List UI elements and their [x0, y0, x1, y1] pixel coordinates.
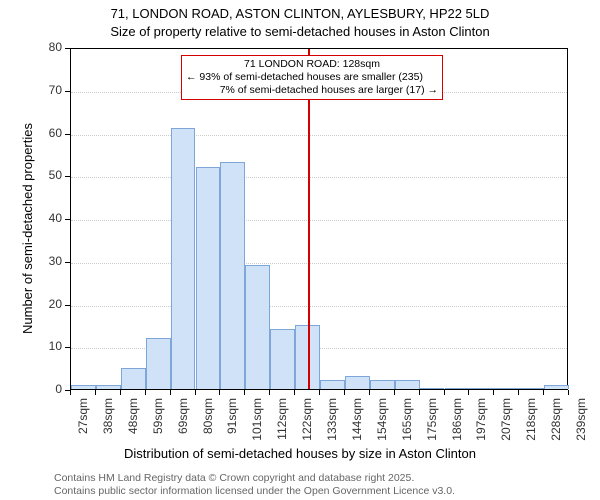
histogram-bar [544, 385, 569, 389]
histogram-bar [96, 385, 121, 389]
callout-box: 71 LONDON ROAD: 128sqm← 93% of semi-deta… [181, 55, 443, 100]
x-tick-mark [95, 390, 96, 395]
y-tick-mark [65, 48, 70, 49]
chart-title-line1: 71, LONDON ROAD, ASTON CLINTON, AYLESBUR… [0, 6, 600, 21]
x-tick-label: 133sqm [325, 398, 339, 448]
y-tick-label: 70 [36, 83, 62, 97]
x-tick-label: 228sqm [549, 398, 563, 448]
x-tick-label: 48sqm [126, 398, 140, 448]
y-tick-mark [65, 176, 70, 177]
histogram-bar [71, 385, 96, 389]
x-tick-label: 175sqm [425, 398, 439, 448]
x-tick-label: 144sqm [350, 398, 364, 448]
x-tick-mark [219, 390, 220, 395]
x-tick-label: 186sqm [450, 398, 464, 448]
y-tick-mark [65, 219, 70, 220]
x-tick-mark [369, 390, 370, 395]
y-tick-label: 20 [36, 297, 62, 311]
y-tick-label: 60 [36, 126, 62, 140]
histogram-bar [345, 376, 370, 389]
plot-area: 71 LONDON ROAD: 128sqm← 93% of semi-deta… [70, 48, 568, 390]
y-tick-mark [65, 262, 70, 263]
y-tick-label: 0 [36, 382, 62, 396]
y-tick-mark [65, 134, 70, 135]
x-tick-mark [518, 390, 519, 395]
x-tick-mark [468, 390, 469, 395]
y-tick-mark [65, 305, 70, 306]
histogram-bar [196, 167, 221, 389]
gridline [71, 306, 567, 307]
x-tick-mark [394, 390, 395, 395]
x-tick-label: 38sqm [101, 398, 115, 448]
histogram-bar [171, 128, 196, 389]
x-tick-mark [493, 390, 494, 395]
histogram-bar [220, 162, 245, 389]
x-tick-mark [120, 390, 121, 395]
x-tick-label: 59sqm [151, 398, 165, 448]
x-tick-mark [195, 390, 196, 395]
x-tick-mark [444, 390, 445, 395]
x-tick-label: 197sqm [474, 398, 488, 448]
x-tick-mark [344, 390, 345, 395]
x-tick-label: 239sqm [574, 398, 588, 448]
y-tick-label: 10 [36, 339, 62, 353]
histogram-bar [469, 388, 494, 389]
x-tick-label: 91sqm [225, 398, 239, 448]
x-axis-title: Distribution of semi-detached houses by … [0, 446, 600, 461]
y-tick-label: 80 [36, 40, 62, 54]
x-tick-label: 101sqm [250, 398, 264, 448]
x-tick-label: 69sqm [176, 398, 190, 448]
histogram-bar [270, 329, 295, 389]
gridline [71, 135, 567, 136]
x-tick-label: 165sqm [400, 398, 414, 448]
histogram-bar [445, 388, 470, 389]
x-tick-label: 80sqm [201, 398, 215, 448]
x-tick-label: 27sqm [76, 398, 90, 448]
x-tick-mark [170, 390, 171, 395]
x-tick-mark [419, 390, 420, 395]
x-tick-label: 154sqm [375, 398, 389, 448]
histogram-bar [395, 380, 420, 389]
callout-line: 71 LONDON ROAD: 128sqm [186, 58, 438, 71]
gridline [71, 177, 567, 178]
histogram-bar [245, 265, 270, 389]
histogram-bar [121, 368, 146, 389]
x-tick-mark [568, 390, 569, 395]
gridline [71, 263, 567, 264]
x-tick-mark [319, 390, 320, 395]
histogram-bar [420, 388, 445, 389]
x-tick-mark [543, 390, 544, 395]
y-tick-label: 40 [36, 211, 62, 225]
histogram-bar [494, 388, 519, 389]
x-tick-mark [269, 390, 270, 395]
y-axis-title: Number of semi-detached properties [20, 123, 35, 334]
x-tick-label: 122sqm [300, 398, 314, 448]
histogram-chart: 71, LONDON ROAD, ASTON CLINTON, AYLESBUR… [0, 0, 600, 500]
histogram-bar [519, 388, 544, 389]
histogram-bar [370, 380, 395, 389]
x-tick-label: 207sqm [499, 398, 513, 448]
callout-line: 7% of semi-detached houses are larger (1… [186, 84, 438, 97]
y-tick-label: 50 [36, 168, 62, 182]
footer-line1: Contains HM Land Registry data © Crown c… [54, 472, 414, 484]
y-tick-mark [65, 91, 70, 92]
callout-line: ← 93% of semi-detached houses are smalle… [186, 71, 438, 84]
x-tick-mark [145, 390, 146, 395]
x-tick-label: 112sqm [275, 398, 289, 448]
chart-title-line2: Size of property relative to semi-detach… [0, 24, 600, 39]
gridline [71, 220, 567, 221]
y-tick-mark [65, 347, 70, 348]
x-tick-label: 218sqm [524, 398, 538, 448]
y-tick-label: 30 [36, 254, 62, 268]
histogram-bar [146, 338, 171, 389]
x-tick-mark [244, 390, 245, 395]
x-tick-mark [70, 390, 71, 395]
footer-line2: Contains public sector information licen… [54, 485, 455, 497]
histogram-bar [320, 380, 345, 389]
x-tick-mark [294, 390, 295, 395]
